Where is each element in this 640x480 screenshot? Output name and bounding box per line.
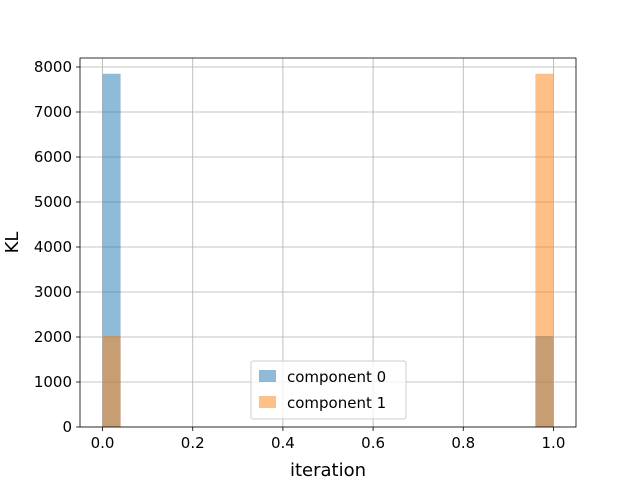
y-tick-label: 1000 (34, 373, 72, 391)
bar-component-1-bin-1 (535, 73, 554, 427)
x-tick-label: 0.0 (91, 434, 115, 452)
legend-label-component-1: component 1 (287, 394, 386, 412)
y-tick-label: 4000 (34, 238, 72, 256)
x-tick-label: 0.6 (361, 434, 385, 452)
y-axis-ticks: 0 1000 2000 3000 4000 5000 6000 7000 8000 (34, 58, 80, 436)
plot-frame (79, 57, 577, 428)
legend: component 0 component 1 (250, 360, 407, 420)
y-axis-label: KL (2, 232, 23, 254)
x-tick-label: 1.0 (542, 434, 566, 452)
x-tick-label: 0.8 (451, 434, 475, 452)
legend-swatch-component-0 (259, 370, 276, 382)
y-tick-label: 7000 (34, 103, 72, 121)
y-tick-label: 3000 (34, 283, 72, 301)
legend-swatch-component-1 (259, 396, 276, 408)
legend-box (250, 360, 407, 420)
y-tick-label: 0 (62, 418, 72, 436)
bar-component-1-bin-0 (102, 336, 121, 427)
legend-label-component-0: component 0 (287, 368, 386, 386)
x-axis-ticks: 0.0 0.2 0.4 0.6 0.8 1.0 (91, 427, 566, 452)
x-tick-label: 0.4 (271, 434, 295, 452)
y-tick-label: 2000 (34, 328, 72, 346)
bars (102, 73, 554, 427)
y-tick-label: 8000 (34, 58, 72, 76)
x-axis-label: iteration (290, 460, 366, 480)
y-tick-label: 5000 (34, 193, 72, 211)
y-tick-label: 6000 (34, 148, 72, 166)
x-tick-label: 0.2 (181, 434, 205, 452)
